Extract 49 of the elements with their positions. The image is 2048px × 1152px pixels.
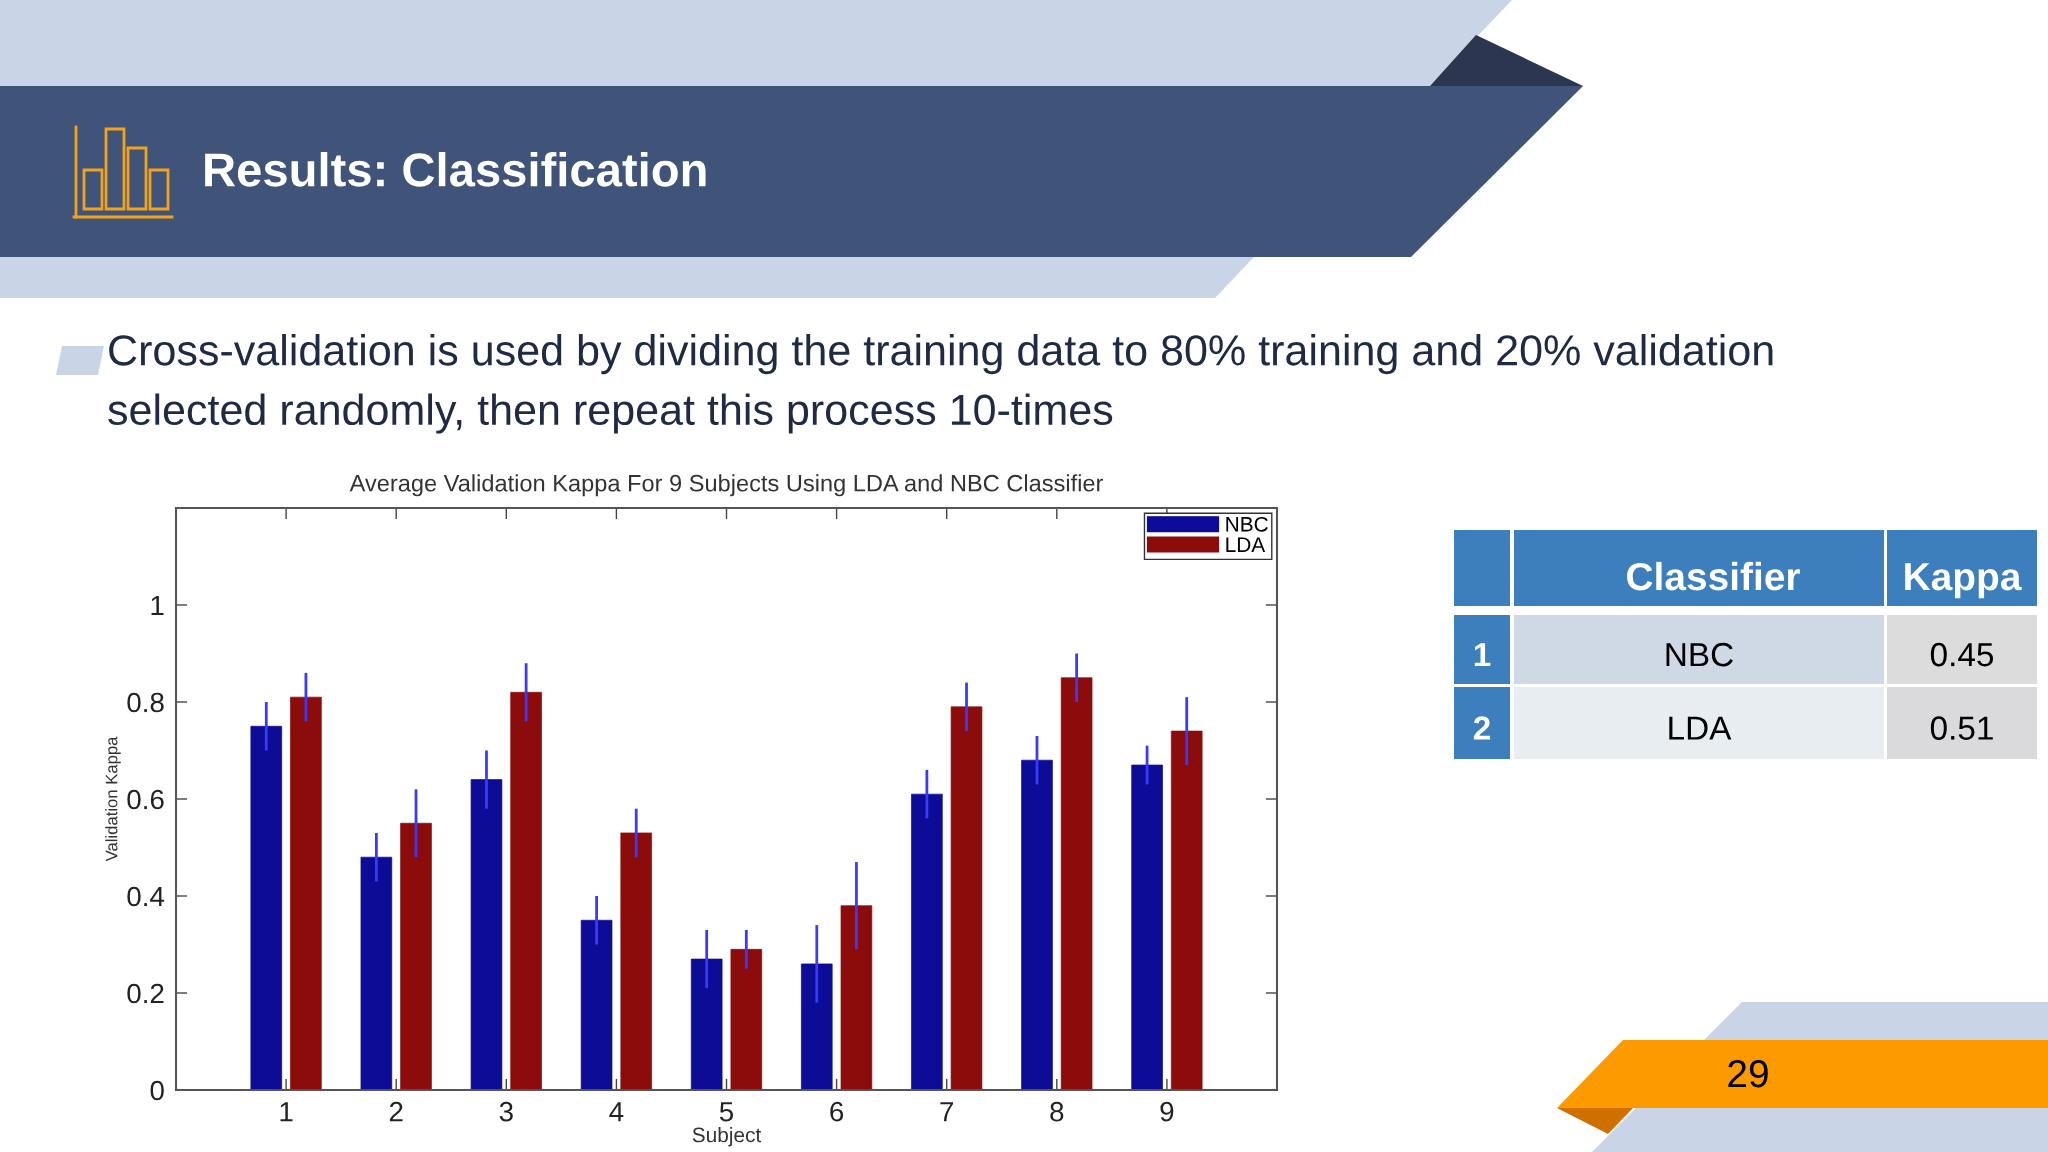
x-tick-label: 9 <box>1160 1101 1174 1122</box>
text: Cross-validation is used by dividing the training data to 80% training and 20% validation selected randomly, then repeat this process 10-times <box>108 334 1773 434</box>
x-tick-label: 6 <box>830 1101 844 1122</box>
x-tick-label: 2 <box>389 1101 403 1122</box>
text: Results: Classification <box>205 151 706 187</box>
text: 29 <box>1728 1059 1768 1088</box>
x-tick-label: 4 <box>609 1102 624 1122</box>
x-tick-label: 3 <box>499 1101 513 1122</box>
legend-label: LDA <box>1226 537 1266 552</box>
bar <box>690 958 723 1090</box>
x-axis-title: Subject <box>692 1127 762 1147</box>
category-label: Kappa <box>1905 563 2022 599</box>
x-tick-label: 7 <box>940 1102 954 1122</box>
bar <box>360 856 393 1090</box>
x-tick-label: 5 <box>719 1102 734 1122</box>
text: LDA <box>1669 716 1732 740</box>
bar <box>840 905 873 1090</box>
text: NBC <box>1666 642 1733 667</box>
bar <box>1170 730 1203 1090</box>
bar <box>730 949 763 1090</box>
bar <box>250 725 283 1090</box>
category-label: 2 <box>1473 716 1490 740</box>
bar <box>1131 764 1163 1090</box>
bar <box>950 706 983 1090</box>
x-tick-label: 8 <box>1050 1101 1064 1122</box>
category-label: 1 <box>1474 643 1491 667</box>
chart-title: Average Validation Kappa For 9 Subjects Using LDA and NBC Classifier <box>349 474 1104 497</box>
y-tick-label: 0.8 <box>127 692 164 713</box>
y-tick-label: 0.6 <box>127 789 164 810</box>
bar <box>801 963 833 1090</box>
bar <box>1021 759 1053 1090</box>
y-tick-label: 1 <box>151 595 164 616</box>
y-tick-label: 0 <box>150 1080 164 1101</box>
bar <box>400 822 432 1090</box>
text: 0.51 <box>1930 716 1993 740</box>
y-tick-label: 0.4 <box>127 886 165 907</box>
bar <box>510 691 542 1090</box>
x-tick-label: 1 <box>280 1102 293 1122</box>
text: 0.45 <box>1930 642 1994 667</box>
bar <box>1060 677 1093 1090</box>
bar <box>620 832 652 1090</box>
y-axis-title: Validation Kappa <box>105 736 121 862</box>
bar <box>290 696 322 1090</box>
category-label: Classifier <box>1627 561 1800 591</box>
bar <box>911 793 943 1090</box>
bar <box>470 779 503 1090</box>
bar <box>580 919 613 1090</box>
legend-label: NBC <box>1226 516 1268 532</box>
y-tick-label: 0.2 <box>127 983 164 1004</box>
